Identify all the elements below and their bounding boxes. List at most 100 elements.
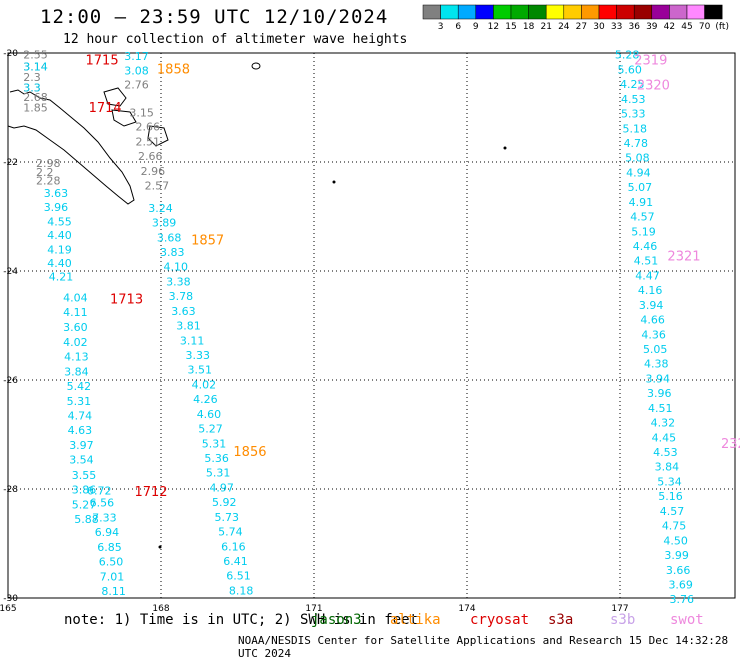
- x-tick-label: 171: [305, 604, 322, 614]
- wave-height-value: 4.57: [630, 211, 655, 224]
- wave-height-value: 6.51: [226, 570, 251, 583]
- wave-height-value: 4.47: [635, 269, 660, 282]
- colorbar-label: 30: [593, 22, 605, 32]
- wave-height-value: 5.28: [615, 49, 640, 62]
- wave-height-value: 4.78: [624, 137, 649, 150]
- wave-height-value: 4.16: [638, 284, 663, 297]
- wave-height-value: 3.63: [44, 187, 68, 200]
- wave-height-value: 3.84: [64, 365, 89, 378]
- colorbar-swatch: [651, 4, 670, 20]
- wave-height-value: 4.36: [641, 328, 666, 341]
- colorbar-swatch: [545, 4, 565, 20]
- wave-height-value: 5.19: [631, 225, 656, 238]
- wave-height-value: 3.78: [169, 290, 194, 303]
- wave-height-value: 7.33: [92, 511, 117, 524]
- wave-height-value: 3.51: [188, 364, 213, 377]
- pass-label: 2320: [637, 79, 670, 94]
- footer-credit: NOAA/NESDIS Center for Satellite Applica…: [238, 634, 729, 660]
- colorbar-label: 45: [681, 22, 692, 32]
- wave-height-value: 2.76: [124, 79, 149, 92]
- wave-height-value: 5.42: [67, 380, 92, 393]
- pass-label: 1857: [191, 233, 224, 248]
- wave-height-value: 5.74: [218, 526, 243, 539]
- coastline: [103, 87, 127, 107]
- wave-height-value: 3.60: [63, 321, 88, 334]
- wave-height-value: 2.2: [36, 166, 54, 179]
- coastline: [251, 62, 261, 70]
- wave-height-value: 4.45: [652, 431, 677, 444]
- pass-label: 1856: [233, 445, 266, 460]
- wave-height-value: 3.55: [72, 469, 97, 482]
- colorbar-label: 36: [628, 22, 640, 32]
- pass-label: 2319: [634, 54, 667, 69]
- wave-height-value: 5.18: [623, 122, 648, 135]
- colorbar-label: 42: [664, 22, 675, 32]
- wave-height-value: 4.11: [63, 306, 88, 319]
- satellite-legend-item: swot: [670, 612, 704, 628]
- wave-height-value: 4.02: [192, 378, 217, 391]
- wave-height-value: 4.94: [626, 166, 651, 179]
- pass-label: 1858: [157, 62, 190, 77]
- wave-height-value: 2.68: [23, 91, 48, 104]
- colorbar-swatch: [581, 4, 600, 20]
- wave-height-value: 4.60: [197, 408, 222, 421]
- colorbar-swatch: [563, 4, 582, 20]
- wave-height-value: 5.27: [198, 423, 223, 436]
- wave-height-value: 4.53: [621, 93, 646, 106]
- wave-height-value: 3.24: [148, 202, 173, 215]
- wave-height-value: 4.02: [63, 336, 88, 349]
- wave-height-values: 2.553.142.33.32.681.853.143.32.982.22.28…: [23, 49, 694, 606]
- wave-height-value: 1.85: [23, 102, 48, 115]
- wave-height-value: 2.57: [145, 180, 170, 193]
- pass-label: 1712: [134, 485, 167, 500]
- coastline: [111, 109, 137, 127]
- wave-height-value: 4.10: [164, 261, 189, 274]
- wave-height-value: 4.32: [651, 417, 676, 430]
- y-tick-label: -22: [3, 158, 18, 168]
- y-tick-label: -26: [3, 376, 18, 386]
- wave-height-value: 4.21: [49, 271, 74, 284]
- wave-height-value: 3.15: [129, 106, 154, 119]
- footer-note: note: 1) Time is in UTC; 2) SWH is in fe…: [64, 612, 419, 628]
- colorbar-swatch: [422, 4, 441, 20]
- colorbar-swatch: [616, 4, 635, 20]
- wave-height-value: 3.14: [23, 61, 48, 74]
- wave-height-value: 3.54: [69, 454, 94, 467]
- island-dot: [503, 146, 507, 150]
- wave-height-value: 5.34: [657, 475, 682, 488]
- wave-height-value: 5.08: [625, 152, 650, 165]
- colorbar-swatch: [686, 4, 705, 20]
- pass-label: 232: [721, 437, 740, 452]
- satellite-legend-item: altika: [390, 612, 441, 628]
- wave-height-value: 4.53: [653, 446, 678, 459]
- colorbar-swatch: [633, 4, 653, 20]
- wave-height-value: 3.3: [23, 81, 41, 94]
- wave-height-value: 3.76: [669, 593, 694, 606]
- wave-height-value: 4.55: [47, 215, 72, 228]
- wave-height-value: 4.66: [640, 314, 665, 327]
- wave-height-value: 2.66: [136, 121, 161, 134]
- wave-height-value: 5.31: [202, 437, 227, 450]
- pass-label: 1715: [86, 54, 119, 69]
- pass-label: 2321: [667, 250, 700, 265]
- y-tick-label: -20: [3, 49, 18, 59]
- colorbar-label: 70: [699, 22, 711, 32]
- satellite-legend-item: jason3: [311, 612, 362, 628]
- wave-height-value: 4.51: [648, 402, 673, 415]
- wave-height-value: 3.94: [639, 299, 664, 312]
- wave-height-value: 2.96: [141, 165, 166, 178]
- colorbar-label: 33: [611, 22, 622, 32]
- colorbar-swatch: [528, 4, 547, 20]
- wave-height-value: 5.92: [212, 496, 237, 509]
- wave-height-value: 3.89: [152, 217, 177, 230]
- colorbar-swatch: [457, 4, 477, 20]
- pass-label: 1713: [110, 292, 143, 307]
- coastline: [7, 89, 135, 205]
- wave-height-value: 4.19: [47, 243, 72, 256]
- wave-height-value: 3.17: [124, 50, 149, 63]
- island-dot: [332, 180, 336, 184]
- wave-height-value: 3.83: [160, 246, 185, 259]
- x-tick-label: 168: [152, 604, 169, 614]
- island-dot: [158, 545, 162, 549]
- wave-height-value: 5.33: [621, 108, 646, 121]
